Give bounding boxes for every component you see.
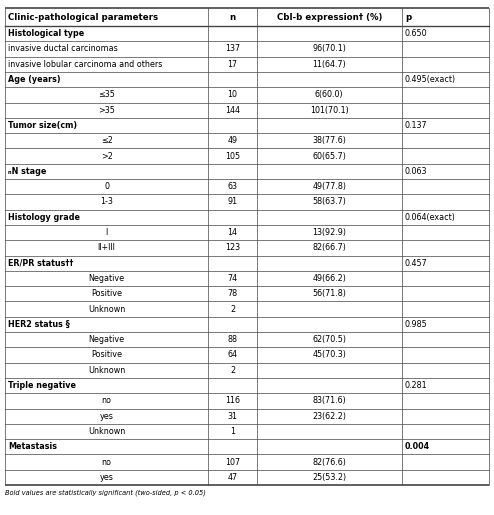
- Text: invasive lobular carcinoma and others: invasive lobular carcinoma and others: [8, 60, 163, 68]
- Text: 6(60.0): 6(60.0): [315, 90, 344, 99]
- Text: 74: 74: [227, 274, 238, 283]
- Text: 0: 0: [104, 182, 109, 191]
- Text: 45(70.3): 45(70.3): [312, 350, 346, 359]
- Text: 17: 17: [227, 60, 238, 68]
- Text: 14: 14: [227, 228, 238, 237]
- Text: Positive: Positive: [91, 289, 122, 298]
- Text: 0.281: 0.281: [405, 381, 427, 390]
- Text: Positive: Positive: [91, 350, 122, 359]
- Text: yes: yes: [100, 473, 114, 482]
- Text: 101(70.1): 101(70.1): [310, 106, 349, 115]
- Text: no: no: [102, 397, 112, 405]
- Text: 0.137: 0.137: [405, 121, 427, 130]
- Text: 0.457: 0.457: [405, 259, 428, 268]
- Text: ≤35: ≤35: [98, 90, 115, 99]
- Text: Tumor size(cm): Tumor size(cm): [8, 121, 77, 130]
- Text: 137: 137: [225, 44, 240, 54]
- Text: Unknown: Unknown: [88, 304, 125, 314]
- Text: invasive ductal carcinomas: invasive ductal carcinomas: [8, 44, 118, 54]
- Text: HER2 status §: HER2 status §: [8, 320, 70, 329]
- Text: 31: 31: [227, 411, 238, 421]
- Text: II+III: II+III: [98, 244, 116, 252]
- Text: Unknown: Unknown: [88, 366, 125, 375]
- Text: 105: 105: [225, 151, 240, 161]
- Text: Age (years): Age (years): [8, 75, 61, 84]
- Text: p: p: [405, 12, 411, 22]
- Text: 116: 116: [225, 397, 240, 405]
- Text: 123: 123: [225, 244, 240, 252]
- Text: 58(63.7): 58(63.7): [312, 197, 346, 207]
- Text: no: no: [102, 457, 112, 467]
- Text: Histology grade: Histology grade: [8, 213, 80, 222]
- Text: 0.985: 0.985: [405, 320, 428, 329]
- Text: Bold values are statistically significant (two-sided, p < 0.05): Bold values are statistically significan…: [5, 489, 206, 495]
- Text: 60(65.7): 60(65.7): [312, 151, 346, 161]
- Text: 10: 10: [227, 90, 238, 99]
- Text: >35: >35: [98, 106, 115, 115]
- Text: 0.495(exact): 0.495(exact): [405, 75, 456, 84]
- Text: yes: yes: [100, 411, 114, 421]
- Text: ER/PR status††: ER/PR status††: [8, 259, 74, 268]
- Text: 82(76.6): 82(76.6): [312, 457, 346, 467]
- Text: 38(77.6): 38(77.6): [312, 136, 346, 145]
- Text: 107: 107: [225, 457, 240, 467]
- Text: Cbl-b expression† (%): Cbl-b expression† (%): [277, 12, 382, 22]
- Text: 49: 49: [227, 136, 238, 145]
- Text: 0.064(exact): 0.064(exact): [405, 213, 456, 222]
- Text: 64: 64: [227, 350, 238, 359]
- Text: ≤2: ≤2: [101, 136, 113, 145]
- Text: 0.063: 0.063: [405, 167, 427, 176]
- Text: 56(71.8): 56(71.8): [312, 289, 346, 298]
- Text: Unknown: Unknown: [88, 427, 125, 436]
- Text: 11(64.7): 11(64.7): [312, 60, 346, 68]
- Text: 144: 144: [225, 106, 240, 115]
- Text: Histological type: Histological type: [8, 29, 84, 38]
- Text: >2: >2: [101, 151, 113, 161]
- Text: Triple negative: Triple negative: [8, 381, 76, 390]
- Text: Negative: Negative: [88, 335, 124, 344]
- Text: 47: 47: [227, 473, 238, 482]
- Text: ₙN stage: ₙN stage: [8, 167, 46, 176]
- Text: 62(70.5): 62(70.5): [312, 335, 346, 344]
- Text: 0.650: 0.650: [405, 29, 427, 38]
- Text: 2: 2: [230, 304, 235, 314]
- Text: I: I: [106, 228, 108, 237]
- Text: 0.004: 0.004: [405, 442, 430, 451]
- Text: 49(66.2): 49(66.2): [312, 274, 346, 283]
- Text: Clinic-pathological parameters: Clinic-pathological parameters: [8, 12, 158, 22]
- Text: 88: 88: [227, 335, 238, 344]
- Text: 25(53.2): 25(53.2): [312, 473, 346, 482]
- Text: 83(71.6): 83(71.6): [312, 397, 346, 405]
- Text: n: n: [229, 12, 236, 22]
- Text: 23(62.2): 23(62.2): [312, 411, 346, 421]
- Text: 82(66.7): 82(66.7): [312, 244, 346, 252]
- Text: 63: 63: [227, 182, 238, 191]
- Text: Metastasis: Metastasis: [8, 442, 57, 451]
- Text: 2: 2: [230, 366, 235, 375]
- Text: 49(77.8): 49(77.8): [312, 182, 346, 191]
- Text: 1-3: 1-3: [100, 197, 113, 207]
- Text: 78: 78: [227, 289, 238, 298]
- Text: Negative: Negative: [88, 274, 124, 283]
- Text: 96(70.1): 96(70.1): [312, 44, 346, 54]
- Text: 13(92.9): 13(92.9): [312, 228, 346, 237]
- Text: 1: 1: [230, 427, 235, 436]
- Text: 91: 91: [227, 197, 238, 207]
